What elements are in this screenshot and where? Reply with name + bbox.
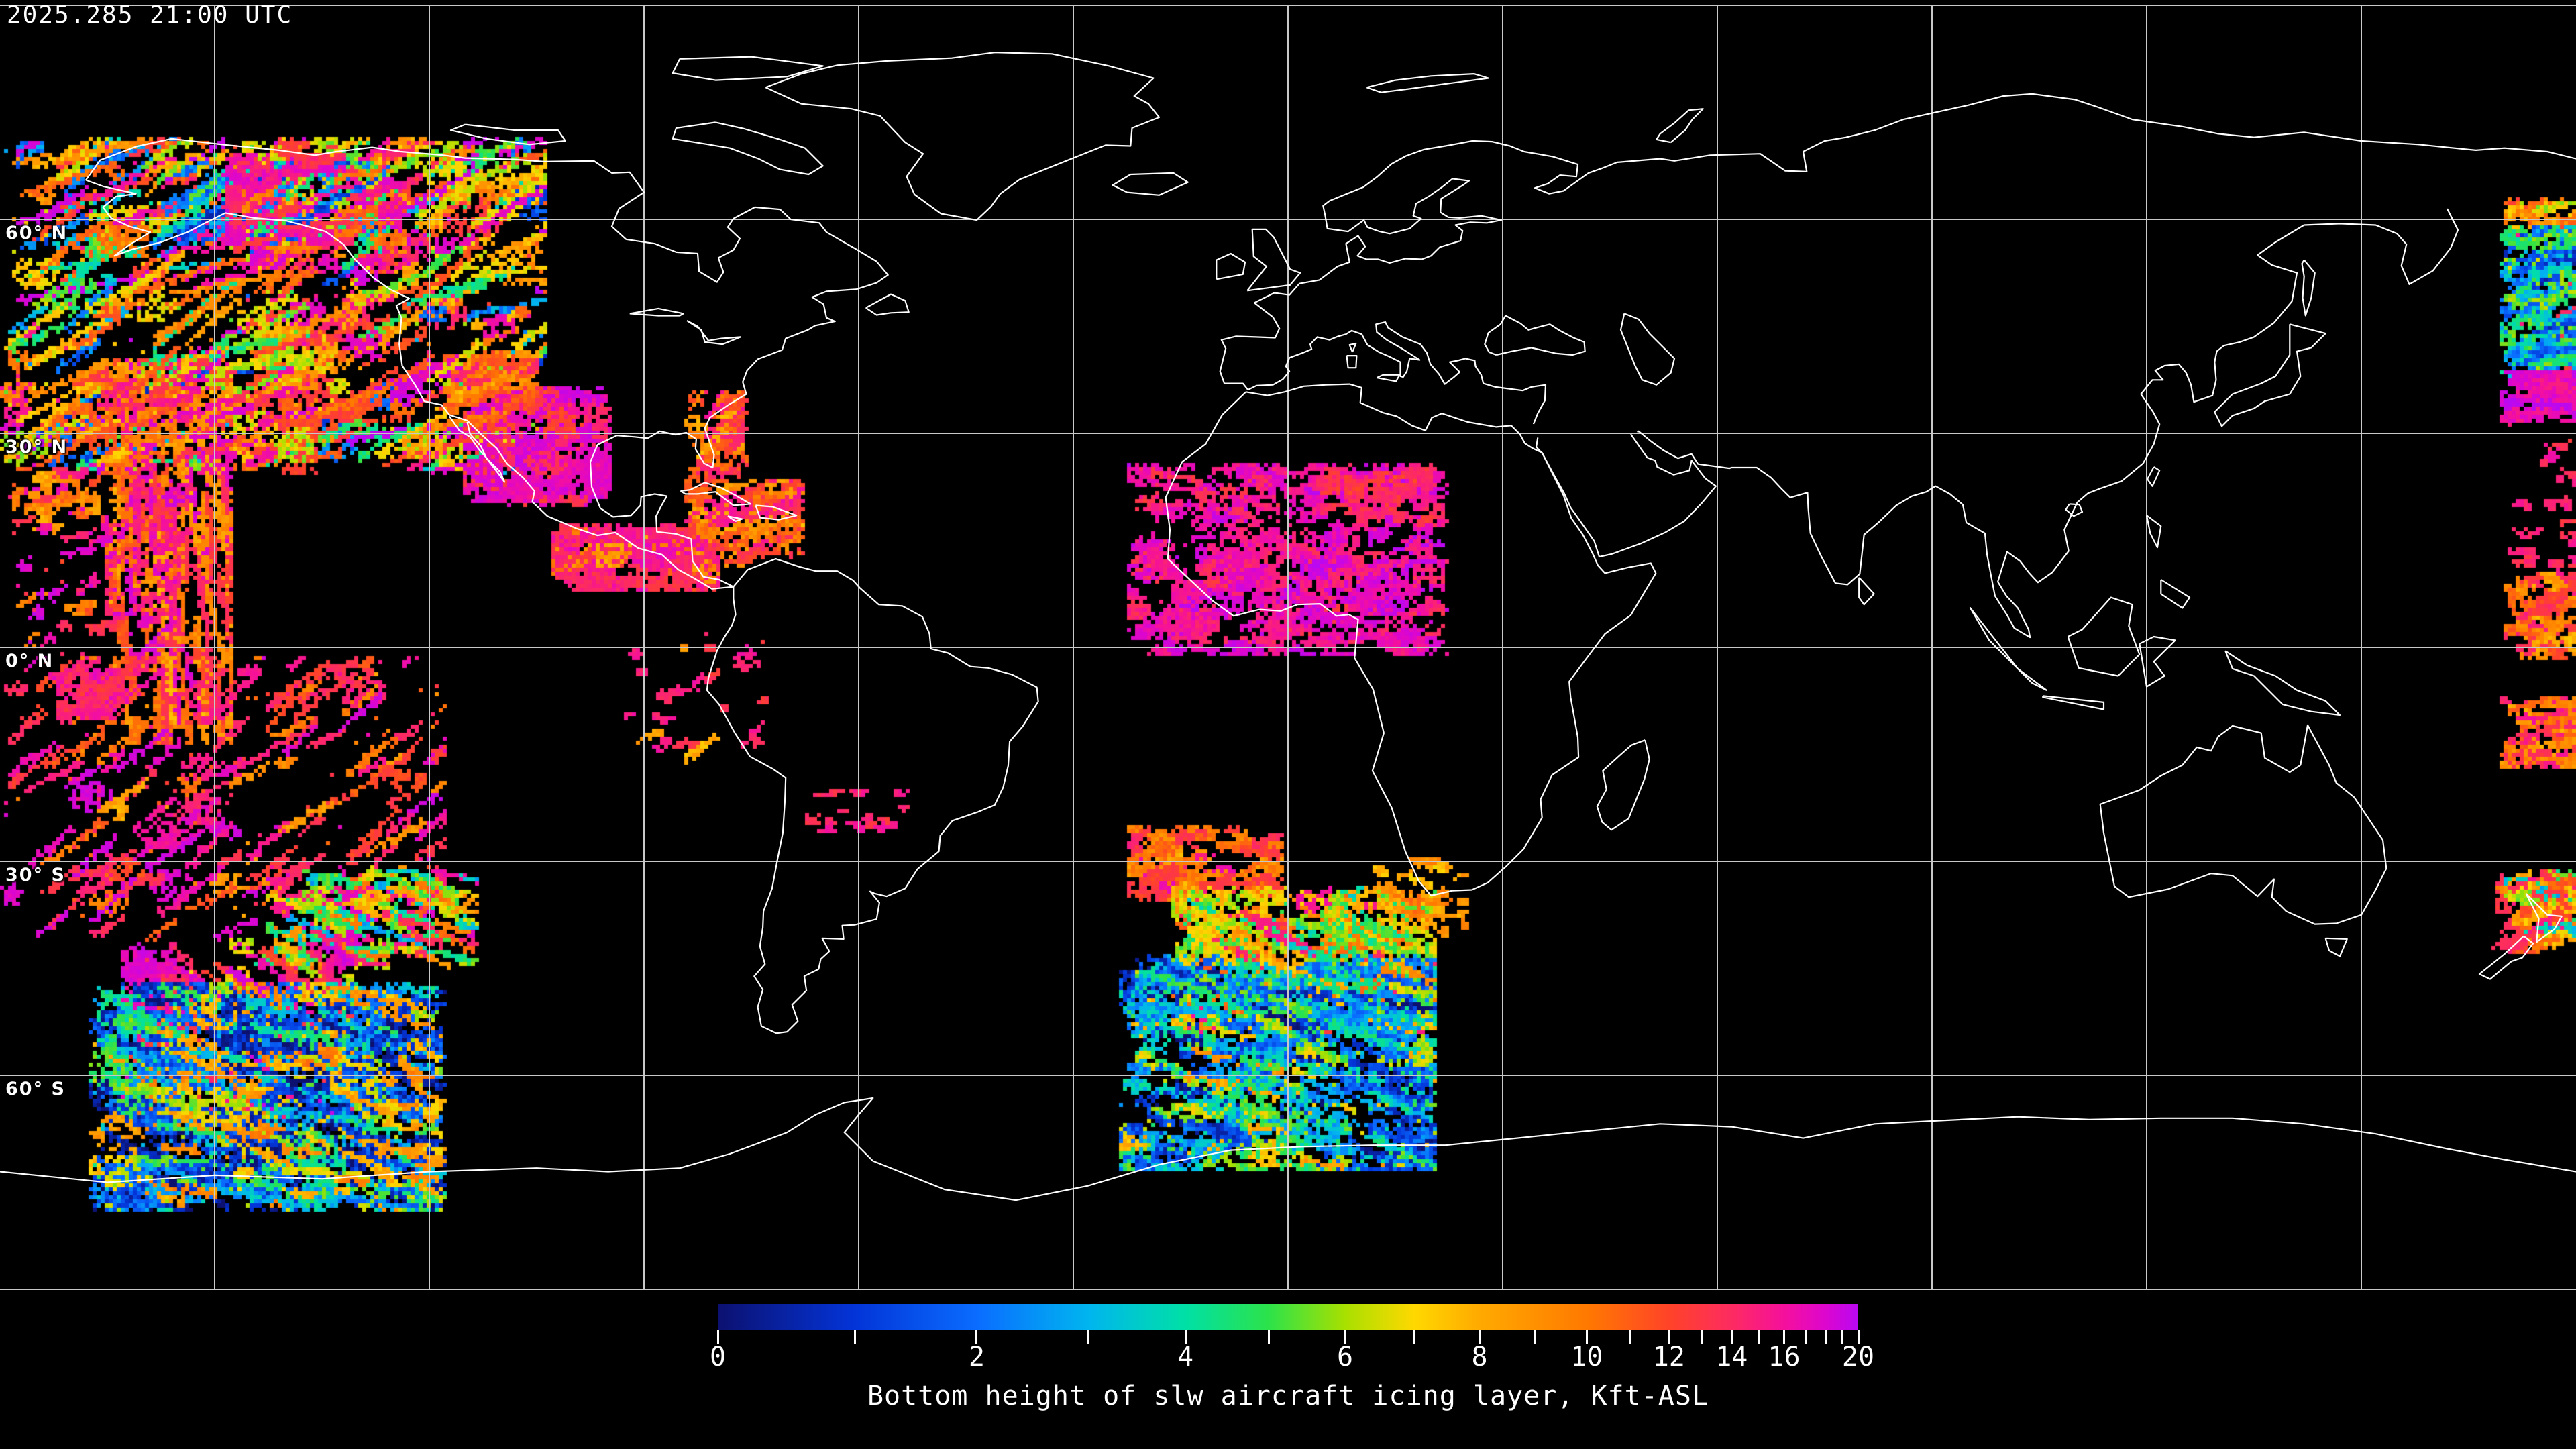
coastline-path [1376,374,1401,382]
coastline-path [1348,342,1357,353]
colorbar-gradient [718,1304,1858,1330]
coastline-path [2525,893,2563,943]
coastline-path [1216,252,1246,280]
colorbar-tick [716,1330,719,1344]
lat-label: 60° S [5,1079,66,1099]
colorbar-tick [1534,1330,1537,1344]
coastline-path [2324,937,2348,957]
colorbar-tick [1267,1330,1270,1344]
colorbar-tick [1701,1330,1703,1344]
colorbar-tick [853,1330,856,1344]
coastline-path [1858,577,1875,606]
colorbar-tick [1730,1330,1733,1344]
colorbar-tick-label: 16 [1768,1342,1801,1373]
timestamp-label: 2025.285 21:00 UTC [7,1,293,29]
coastline-path [2214,323,2326,427]
coastline-path [1219,93,2576,390]
coastline-path [680,482,752,506]
colorbar-tick-label: 0 [709,1342,727,1373]
colorbar-tick-label: 6 [1336,1342,1354,1373]
colorbar-tick-label: 8 [1471,1342,1488,1373]
lat-label: 0° N [5,651,54,672]
coastline-path [2099,724,2387,925]
coastline-path [672,121,824,176]
coastline-path [2139,635,2176,688]
coastline-path [1165,383,1657,897]
coastline-path [2065,503,2084,517]
coastline-path [0,1097,2576,1201]
coastline-path [1346,354,1358,369]
coastline-path [2301,259,2316,317]
coastline-path [2067,596,2141,677]
lat-label: 30° S [5,865,66,885]
colorbar-tick-label: 20 [1841,1342,1875,1373]
colorbar-tick [1857,1330,1860,1344]
colorbar-tick-label: 2 [968,1342,985,1373]
coastline-path [755,504,798,521]
colorbar-title: Bottom height of slw aircraft icing laye… [867,1381,1709,1411]
colorbar-tick [1805,1330,1807,1344]
coastline-path [2145,515,2162,549]
coastline-path [1112,172,1189,196]
coastline-path [449,123,566,146]
coastline-path [449,415,506,483]
coastline-path [727,515,743,522]
coastline-path [1637,208,2459,639]
lat-label: 30° N [5,437,68,458]
coastline-path [2224,650,2341,716]
coastline-path [2042,695,2105,710]
lat-label: 60° N [5,223,68,244]
colorbar-tick [1629,1330,1631,1344]
coastline-path [1619,313,1676,386]
colorbar-tick [1841,1330,1843,1344]
coastline-path [672,56,824,81]
colorbar-tick-label: 14 [1715,1342,1748,1373]
coastline-path [2147,466,2161,487]
colorbar-tick [1184,1330,1187,1344]
coastline-path [1969,606,2047,691]
coastline-path [85,138,889,590]
coastline-path [1246,228,1301,292]
coastline-path [1484,315,1586,356]
colorbar-tick [1344,1330,1346,1344]
colorbar-tick [1668,1330,1670,1344]
colorbar-tick [1585,1330,1588,1344]
coastline-path [706,557,1039,1034]
coastline-path [1366,72,1489,93]
colorbar-tick-label: 4 [1177,1342,1194,1373]
coastline-path [686,320,742,345]
graticule-grid [0,5,2576,1290]
coastline-path [1596,739,1650,831]
colorbar-tick [1758,1330,1760,1344]
colorbar-tick [975,1330,978,1344]
coastlines [0,52,2576,1201]
colorbar-tick [1825,1330,1827,1344]
coastline-path [1247,321,1547,425]
colorbar-tick-label: 10 [1570,1342,1603,1373]
colorbar-tick [1783,1330,1785,1344]
colorbar-tick [1479,1330,1481,1344]
coastline-path [1656,108,1704,144]
coastline-path [2478,935,2534,980]
colorbar-tick-label: 12 [1652,1342,1685,1373]
coastline-path [765,52,1161,221]
coastline-path [865,293,910,316]
coastline-path [2160,579,2191,609]
coastline-path [629,307,684,317]
colorbar-tick [1087,1330,1089,1344]
coastline-path [1536,433,1717,558]
colorbar-tick [1413,1330,1416,1344]
